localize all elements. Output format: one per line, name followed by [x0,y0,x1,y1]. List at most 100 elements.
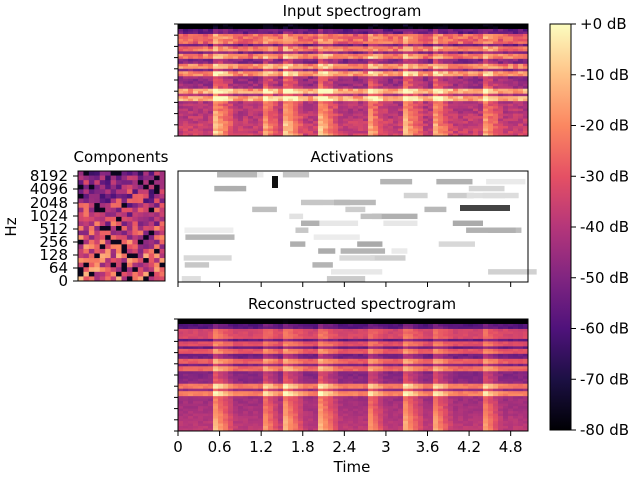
spectrogram-cell [328,328,334,332]
spectrogram-cell [193,348,199,352]
spectrogram-cell [203,101,209,105]
spectrogram-cell [443,86,449,90]
component-cell [110,244,117,250]
spectrogram-cell [443,73,449,77]
spectrogram-cell [493,58,499,62]
spectrogram-cell [288,388,294,392]
component-cell [116,235,122,241]
spectrogram-cell [373,131,379,134]
component-cell [116,258,122,264]
spectrogram-cell [278,361,284,365]
spectrogram-cell [463,28,469,32]
spectrogram-cell [328,31,334,35]
spectrogram-cell [433,76,439,80]
spectrogram-cell [458,106,464,110]
spectrogram-cell [198,128,204,132]
spectrogram-cell [303,353,309,357]
spectrogram-cell [473,56,479,60]
spectrogram-cell [308,411,314,414]
spectrogram-cell [193,413,199,417]
spectrogram-cell [438,108,444,112]
spectrogram-cell [193,46,199,50]
spectrogram-cell [308,51,314,55]
component-cell [110,262,117,268]
spectrogram-cell [198,36,204,40]
spectrogram-cell [328,61,334,65]
spectrogram-cell [253,378,259,382]
component-cell [159,175,166,181]
spectrogram-cell [273,371,279,375]
spectrogram-cell [488,93,494,97]
spectrogram-cell [273,423,279,427]
spectrogram-cell [358,61,364,65]
spectrogram-cell [308,391,314,395]
spectrogram-cell [198,103,204,107]
spectrogram-cell [393,111,399,114]
spectrogram-cell [478,93,484,97]
spectrogram-cell [513,48,519,52]
spectrogram-cell [388,58,394,62]
spectrogram-cell [278,319,284,322]
spectrogram-cell [413,126,419,129]
spectrogram-cell [313,81,319,85]
component-cell [148,171,155,176]
spectrogram-cell [358,126,364,129]
component-cell [110,184,117,190]
component-cell [99,175,106,181]
spectrogram-cell [178,38,184,42]
spectrogram-cell [503,33,509,37]
spectrogram-cell [223,366,229,370]
spectrogram-cell [373,48,379,52]
spectrogram-cell [278,418,284,422]
spectrogram-cell [398,108,404,112]
spectrogram-cell [233,66,239,70]
spectrogram-cell [398,81,404,85]
component-cell [154,212,160,218]
spectrogram-cell [458,93,464,97]
spectrogram-cell [188,428,194,432]
input-spectrogram-y-ticks [174,23,178,137]
spectrogram-cell [183,376,189,380]
spectrogram-cell [193,373,199,377]
spectrogram-cell [298,393,304,397]
spectrogram-cell [243,91,249,95]
component-cell [105,198,112,204]
spectrogram-cell [298,381,304,385]
spectrogram-cell [183,328,189,332]
spectrogram-cell [393,73,399,77]
spectrogram-cell [413,111,419,114]
spectrogram-cell [413,61,419,65]
spectrogram-cell [238,428,244,432]
spectrogram-cell [323,428,329,432]
spectrogram-cell [358,33,364,37]
spectrogram-cell [218,31,224,35]
spectrogram-cell [468,116,474,119]
spectrogram-cell [388,48,394,52]
spectrogram-cell [328,76,334,80]
spectrogram-cell [408,31,414,35]
spectrogram-cell [268,386,274,390]
spectrogram-cell [223,328,229,332]
spectrogram-cell [213,36,219,40]
spectrogram-cell [188,78,194,82]
spectrogram-cell [293,411,299,414]
spectrogram-cell [283,338,289,342]
spectrogram-cell [288,376,294,380]
spectrogram-cell [253,376,259,380]
spectrogram-cell [478,61,484,65]
spectrogram-cell [413,68,419,72]
spectrogram-cell [308,386,314,390]
spectrogram-cell [433,28,439,32]
spectrogram-cell [178,323,184,327]
spectrogram-cell [223,401,229,405]
spectrogram-cell [258,343,264,347]
component-cell [126,226,133,231]
spectrogram-cell [453,28,459,32]
component-cell [126,271,133,277]
spectrogram-cell [188,371,194,375]
spectrogram-cell [273,68,279,72]
spectrogram-cell [268,113,274,117]
spectrogram-cell [243,96,249,100]
spectrogram-cell [378,38,384,42]
spectrogram-cell [438,71,444,75]
